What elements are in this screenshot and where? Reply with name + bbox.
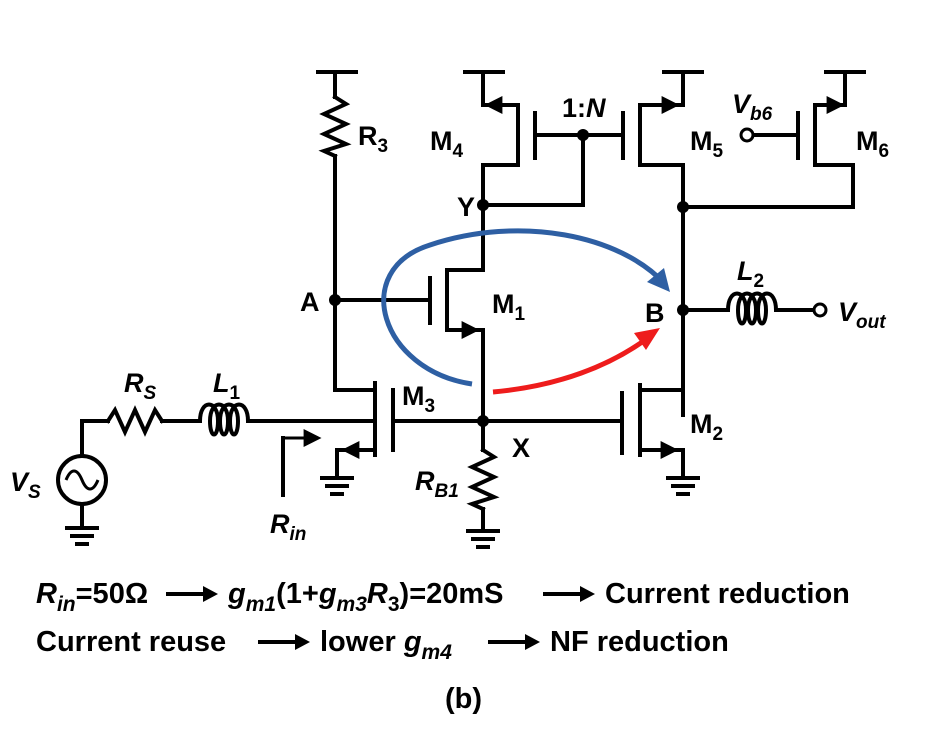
m6-transistor	[677, 70, 855, 213]
m2-transistor	[481, 383, 700, 496]
vs-source	[56, 419, 108, 546]
equation-line-1: Rin=50Ω	[36, 578, 148, 616]
blue-arrowhead	[647, 268, 670, 292]
node-b-label: B	[645, 298, 665, 328]
m2-label: M2	[690, 409, 723, 445]
eq-arrow-4	[488, 634, 540, 650]
vs-label: VS	[10, 467, 41, 503]
rin-label: Rin	[270, 509, 306, 545]
m4-label: M4	[430, 126, 464, 162]
red-arrowhead	[634, 328, 660, 350]
m3-label: M3	[402, 381, 435, 417]
r3-resistor	[318, 70, 352, 392]
m5-label: M5	[690, 126, 724, 162]
vb6-label: Vb6	[732, 89, 773, 125]
equation-result-1: Current reduction	[605, 578, 850, 610]
rb1-label: RB1	[415, 466, 459, 502]
eq-arrow-3	[258, 634, 310, 650]
m3-transistor	[333, 381, 395, 480]
m5-transistor	[621, 70, 685, 417]
eq-arrow-1	[166, 586, 218, 602]
m1-label: M1	[492, 289, 526, 325]
node-a-label: A	[300, 287, 320, 317]
blue-signal-arrow	[381, 228, 667, 387]
m4-transistor	[481, 70, 537, 207]
m6-label: M6	[856, 126, 889, 162]
rb1-resistor	[466, 419, 500, 549]
rs-label: RS	[124, 368, 157, 404]
l2-label: L2	[737, 256, 764, 292]
figure-caption: (b)	[445, 683, 482, 715]
equation-result-2: NF reduction	[550, 626, 729, 658]
red-signal-arrow	[492, 337, 647, 395]
rin-arrow	[281, 429, 322, 497]
equation-line-2-start: Current reuse	[36, 626, 226, 658]
r3-label: R3	[358, 121, 388, 157]
node-a-dot	[329, 294, 341, 306]
l2-inductor	[681, 291, 828, 326]
eq-arrow-2	[543, 586, 595, 602]
l1-label: L1	[213, 368, 241, 404]
node-y-label: Y	[457, 192, 475, 222]
rs-resistor	[80, 405, 202, 437]
equation-line-2-mid: lower gm4	[320, 626, 452, 664]
node-x-label: X	[512, 433, 530, 463]
equation-gm-expression: gm1(1+gm3R3)=20mS	[227, 578, 504, 616]
mirror-ratio-label: 1:N	[562, 93, 606, 123]
vout-label: Vout	[838, 297, 886, 333]
mirror-gate-connection	[481, 129, 625, 207]
l1-inductor	[197, 402, 485, 437]
ground-m3	[320, 476, 354, 496]
